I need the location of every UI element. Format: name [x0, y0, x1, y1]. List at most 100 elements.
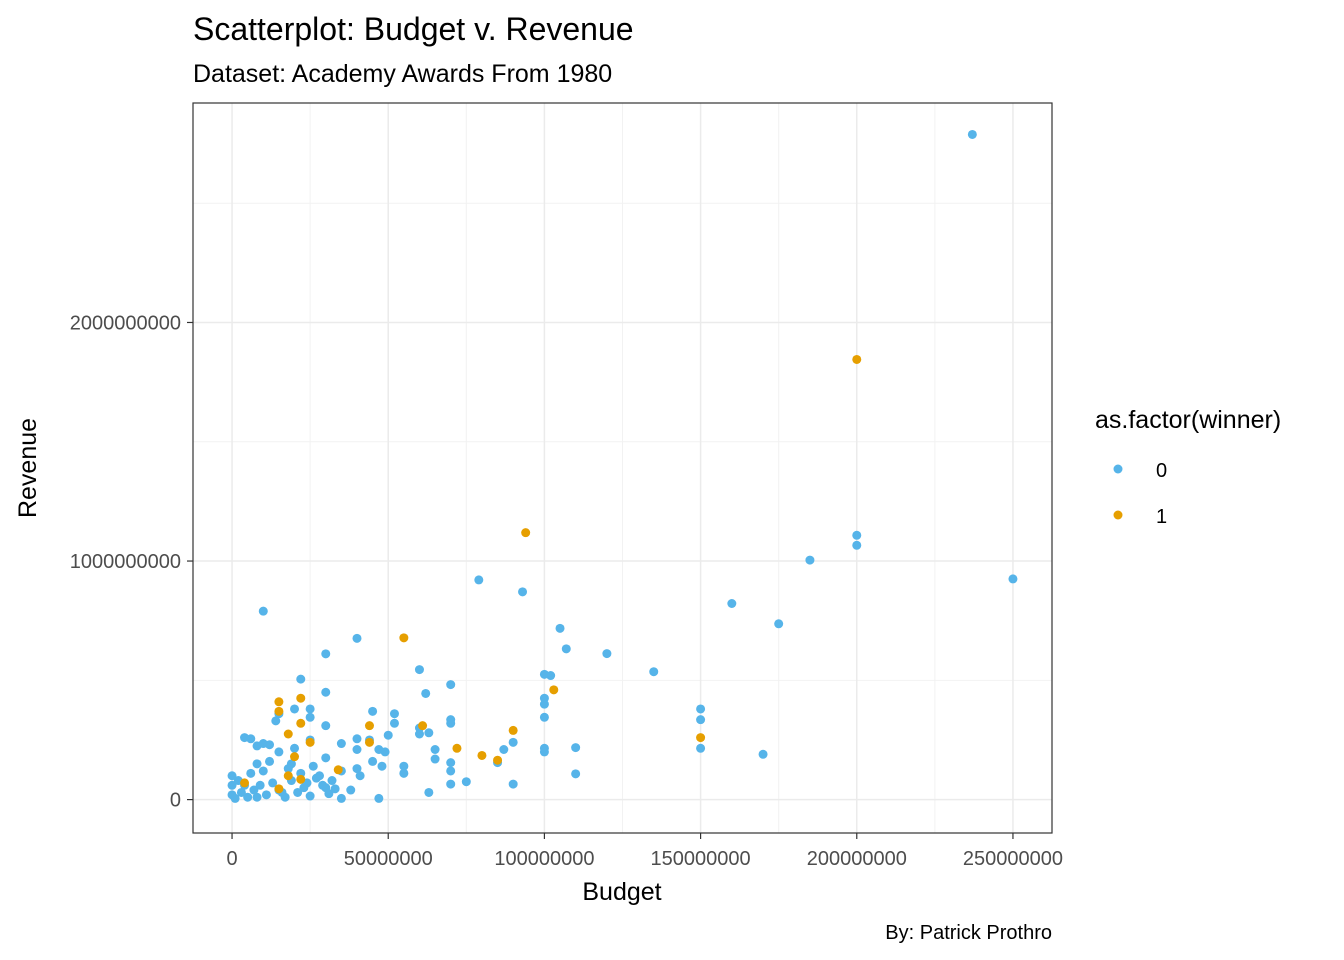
chart-title: Scatterplot: Budget v. Revenue: [193, 11, 634, 47]
data-point-series-0: [727, 599, 737, 609]
data-point-series-0: [389, 709, 399, 719]
data-point-series-1: [283, 771, 293, 781]
data-point-series-0: [327, 776, 337, 786]
data-point-series-0: [290, 743, 300, 753]
data-point-series-0: [321, 687, 331, 697]
data-point-series-0: [246, 768, 256, 778]
data-point-series-0: [374, 745, 384, 755]
data-point-series-1: [852, 354, 862, 364]
data-point-series-0: [649, 667, 659, 677]
data-point-series-0: [346, 785, 356, 795]
data-point-series-0: [852, 530, 862, 540]
data-point-series-0: [368, 756, 378, 766]
data-point-series-0: [446, 779, 456, 789]
y-axis-ticks: 0 1000000000 2000000000: [70, 312, 193, 812]
data-point-series-0: [696, 715, 706, 725]
legend: as.factor(winner) 0 1: [1095, 406, 1281, 528]
grid-major-lines: [193, 103, 1052, 833]
data-point-series-0: [374, 793, 384, 803]
data-point-series-0: [474, 575, 484, 585]
data-point-series-1: [477, 750, 487, 760]
data-point-series-0: [290, 704, 300, 714]
data-point-series-0: [271, 716, 281, 726]
data-point-series-0: [305, 712, 315, 722]
data-point-series-1: [418, 721, 428, 731]
data-point-series-0: [446, 758, 456, 768]
data-point-series-0: [461, 777, 471, 787]
data-point-series-0: [508, 779, 518, 789]
data-point-series-0: [308, 761, 318, 771]
data-point-series-0: [696, 704, 706, 714]
data-point-series-0: [383, 730, 393, 740]
data-point-series-0: [324, 789, 334, 799]
data-point-series-1: [452, 743, 462, 753]
data-point-series-0: [967, 129, 977, 139]
data-point-series-0: [561, 644, 571, 654]
data-point-series-0: [571, 743, 581, 753]
data-point-series-0: [261, 790, 271, 800]
data-point-series-0: [446, 766, 456, 776]
data-point-series-0: [696, 743, 706, 753]
x-axis-ticks: 0 50000000 100000000 150000000 200000000 2500…: [226, 833, 1063, 870]
data-point-series-0: [252, 792, 262, 802]
data-point-series-0: [389, 718, 399, 728]
data-point-series-0: [230, 793, 240, 803]
chart-caption: By: Patrick Prothro: [885, 922, 1052, 944]
data-point-series-0: [274, 747, 284, 757]
data-point-series-0: [446, 680, 456, 690]
data-point-series-0: [499, 745, 509, 755]
data-point-series-0: [305, 791, 315, 801]
data-point-series-0: [330, 784, 340, 794]
data-point-series-1: [696, 733, 706, 743]
x-tick-label: 200000000: [807, 848, 907, 870]
data-point-series-1: [274, 697, 284, 707]
data-point-series-1: [296, 774, 306, 784]
data-point-series-0: [258, 766, 268, 776]
data-point-series-0: [430, 754, 440, 764]
x-tick-label: 100000000: [494, 848, 594, 870]
data-point-series-0: [539, 669, 549, 679]
data-point-series-0: [293, 787, 303, 797]
data-point-series-0: [430, 745, 440, 755]
data-point-series-0: [252, 741, 262, 751]
data-point-series-0: [539, 747, 549, 757]
data-point-series-0: [377, 761, 387, 771]
data-point-series-0: [352, 734, 362, 744]
data-point-series-0: [399, 768, 409, 778]
data-point-series-0: [315, 771, 325, 781]
plot-panel-border: [192, 102, 1053, 834]
data-point-series-0: [539, 699, 549, 709]
data-point-series-0: [758, 749, 768, 759]
y-axis-title: Revenue: [14, 418, 42, 518]
data-point-series-0: [255, 780, 265, 790]
data-point-series-0: [283, 764, 293, 774]
data-point-series-0: [852, 540, 862, 550]
x-tick-label: 0: [226, 848, 237, 870]
data-point-series-0: [571, 769, 581, 779]
data-point-series-0: [352, 764, 362, 774]
data-point-series-0: [321, 753, 331, 763]
y-tick-label: 1000000000: [70, 551, 181, 573]
data-point-series-0: [1008, 574, 1018, 584]
data-point-series-1: [508, 725, 518, 735]
data-point-series-0: [414, 665, 424, 675]
data-point-series-0: [305, 704, 315, 714]
data-point-series-1: [521, 528, 531, 538]
data-point-series-0: [352, 633, 362, 643]
x-tick-label: 250000000: [963, 848, 1063, 870]
data-point-series-0: [446, 718, 456, 728]
data-point-series-0: [399, 761, 409, 771]
legend-key-1: [1113, 510, 1123, 520]
data-point-series-0: [424, 787, 434, 797]
data-point-series-0: [555, 623, 565, 633]
data-point-series-1: [240, 778, 250, 788]
data-point-series-0: [252, 759, 262, 769]
data-point-series-0: [421, 688, 431, 698]
data-point-series-0: [508, 737, 518, 747]
data-point-series-1: [493, 755, 503, 765]
y-tick-label: 0: [170, 790, 181, 812]
data-point-series-0: [805, 555, 815, 565]
data-point-series-1: [364, 721, 374, 731]
